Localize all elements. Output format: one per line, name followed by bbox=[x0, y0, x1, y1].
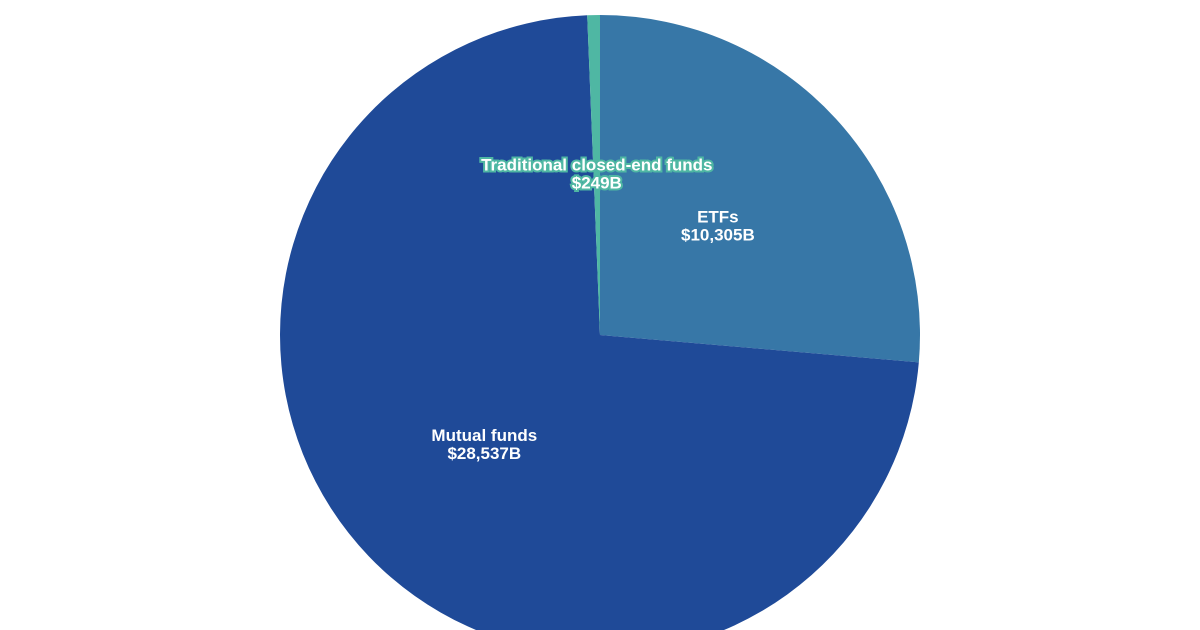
slice-label: ETFs bbox=[697, 207, 739, 226]
slice-value-label: $28,537B bbox=[447, 444, 521, 463]
slice-value-label: $249B bbox=[572, 174, 622, 193]
pie-slice bbox=[600, 15, 921, 363]
pie-slice bbox=[280, 15, 919, 630]
slice-label: Mutual funds bbox=[431, 426, 537, 445]
slice-value-label: $10,305B bbox=[681, 225, 755, 244]
pie-slice bbox=[587, 15, 600, 335]
slice-label: Traditional closed-end funds bbox=[481, 156, 712, 175]
